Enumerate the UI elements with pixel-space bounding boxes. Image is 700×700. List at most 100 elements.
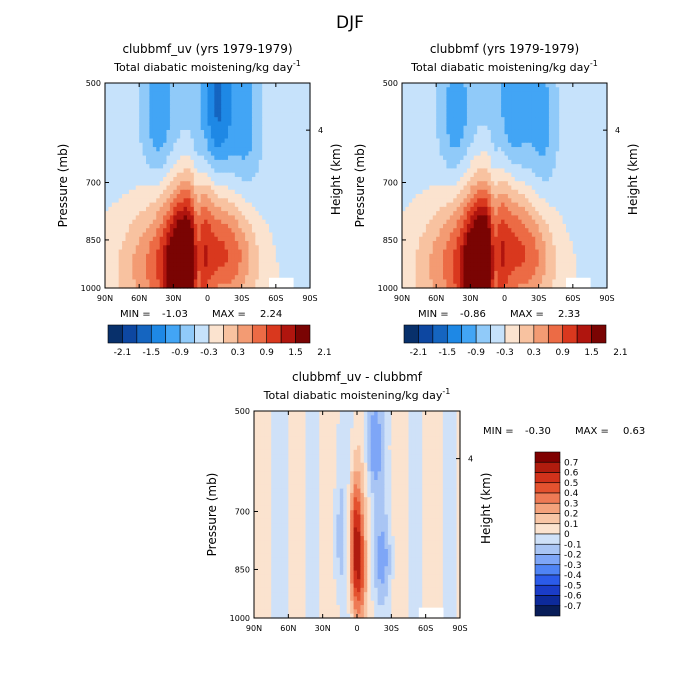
heatmap-cell bbox=[415, 91, 420, 97]
heatmap-cell bbox=[231, 249, 236, 255]
heatmap-cell bbox=[105, 104, 110, 110]
heatmap-cell bbox=[562, 108, 567, 114]
heatmap-cell bbox=[221, 270, 226, 276]
heatmap-cell bbox=[449, 185, 454, 191]
heatmap-cell bbox=[477, 164, 482, 170]
heatmap-cell bbox=[460, 112, 465, 118]
heatmap-cell bbox=[569, 134, 574, 140]
heatmap-cell bbox=[122, 249, 127, 255]
heatmap-cell bbox=[446, 211, 451, 216]
heatmap-cell bbox=[221, 125, 226, 131]
heatmap-cell bbox=[190, 236, 195, 242]
heatmap-cell bbox=[279, 117, 284, 123]
heatmap-cell bbox=[589, 202, 594, 208]
heatmap-cell bbox=[135, 275, 140, 281]
heatmap-cell bbox=[176, 232, 181, 238]
heatmap-cell bbox=[511, 138, 516, 144]
heatmap-cell bbox=[514, 211, 519, 216]
heatmap-cell bbox=[412, 168, 417, 174]
heatmap-cell bbox=[299, 253, 304, 259]
heatmap-cell bbox=[501, 147, 506, 152]
heatmap-cell bbox=[115, 121, 120, 127]
heatmap-cell bbox=[439, 134, 444, 140]
heatmap-cell bbox=[115, 172, 120, 178]
heatmap-cell bbox=[255, 159, 260, 165]
heatmap-cell bbox=[156, 164, 161, 170]
heatmap-cell bbox=[282, 95, 287, 101]
heatmap-cell bbox=[504, 112, 509, 118]
heatmap-cell bbox=[289, 164, 294, 170]
heatmap-cell bbox=[207, 236, 212, 242]
heatmap-cell bbox=[576, 91, 581, 97]
heatmap-cell bbox=[180, 134, 185, 140]
heatmap-cell bbox=[559, 155, 564, 161]
heatmap-cell bbox=[453, 134, 458, 140]
heatmap-cell bbox=[248, 223, 253, 229]
heatmap-cell bbox=[217, 108, 222, 114]
heatmap-cell bbox=[548, 215, 553, 221]
heatmap-cell bbox=[245, 138, 250, 144]
heatmap-cell bbox=[501, 108, 506, 114]
heatmap-cell bbox=[299, 275, 304, 281]
heatmap-cell bbox=[204, 249, 209, 255]
heatmap-cell bbox=[279, 172, 284, 178]
heatmap-cell bbox=[429, 151, 434, 157]
heatmap-cell bbox=[183, 232, 188, 238]
heatmap-cell bbox=[518, 87, 523, 93]
heatmap-cell bbox=[449, 211, 454, 216]
heatmap-cell bbox=[412, 147, 417, 152]
heatmap-cell bbox=[111, 108, 116, 114]
heatmap-cell bbox=[169, 147, 174, 152]
heatmap-cell bbox=[241, 262, 246, 268]
heatmap-cell bbox=[429, 159, 434, 165]
heatmap-cell bbox=[425, 155, 430, 161]
heatmap-cell bbox=[548, 159, 553, 165]
heatmap-cell bbox=[422, 155, 427, 161]
heatmap-cell bbox=[514, 121, 519, 127]
heatmap-cell bbox=[228, 155, 233, 161]
heatmap-cell bbox=[296, 125, 301, 131]
heatmap-cell bbox=[241, 198, 246, 204]
heatmap-cell bbox=[265, 181, 270, 187]
heatmap-cell bbox=[593, 134, 598, 140]
heatmap-cell bbox=[289, 181, 294, 187]
heatmap-cell bbox=[289, 172, 294, 178]
heatmap-cell bbox=[484, 108, 489, 114]
heatmap-cell bbox=[432, 219, 437, 225]
heatmap-cell bbox=[122, 198, 127, 204]
heatmap-cell bbox=[542, 168, 547, 174]
heatmap-cell bbox=[152, 202, 157, 208]
heatmap-cell bbox=[166, 176, 171, 182]
heatmap-cell bbox=[217, 100, 222, 105]
heatmap-cell bbox=[286, 275, 291, 281]
heatmap-cell bbox=[163, 134, 168, 140]
heatmap-cell bbox=[132, 266, 137, 272]
heatmap-cell bbox=[248, 181, 253, 187]
heatmap-cell bbox=[289, 138, 294, 144]
heatmap-cell bbox=[183, 164, 188, 170]
heatmap-cell bbox=[569, 155, 574, 161]
heatmap-cell bbox=[583, 151, 588, 157]
heatmap-cell bbox=[173, 262, 178, 268]
heatmap-cell bbox=[501, 138, 506, 144]
heatmap-cell bbox=[105, 117, 110, 123]
heatmap-cell bbox=[405, 189, 410, 195]
heatmap-cell bbox=[275, 147, 280, 152]
heatmap-cell bbox=[200, 164, 205, 170]
heatmap-cell bbox=[402, 91, 407, 97]
colorbar-label: -1.5 bbox=[143, 348, 161, 358]
heatmap-cell bbox=[528, 223, 533, 229]
heatmap-cell bbox=[453, 87, 458, 93]
heatmap-cell bbox=[559, 223, 564, 229]
heatmap-cell bbox=[200, 151, 205, 157]
heatmap-cell bbox=[296, 232, 301, 238]
heatmap-cell bbox=[176, 121, 181, 127]
heatmap-cell bbox=[497, 95, 502, 101]
heatmap-cell bbox=[272, 142, 277, 148]
heatmap-cell bbox=[115, 228, 120, 234]
heatmap-cell bbox=[504, 125, 509, 131]
heatmap-cell bbox=[589, 198, 594, 204]
heatmap-cell bbox=[176, 83, 181, 88]
heatmap-cell bbox=[528, 147, 533, 152]
heatmap-cell bbox=[228, 262, 233, 268]
